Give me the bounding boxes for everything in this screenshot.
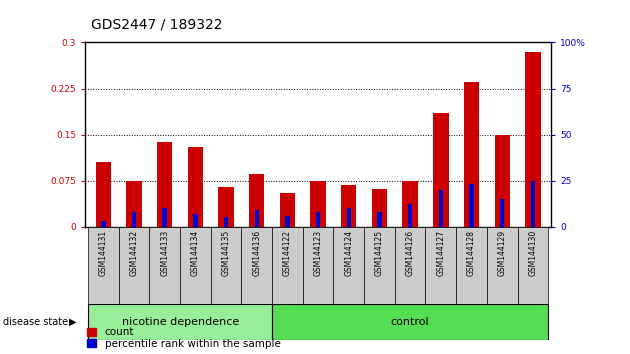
Text: control: control xyxy=(391,317,430,327)
Text: GSM144133: GSM144133 xyxy=(160,230,169,276)
FancyBboxPatch shape xyxy=(88,227,119,304)
FancyBboxPatch shape xyxy=(425,227,456,304)
FancyBboxPatch shape xyxy=(456,227,487,304)
FancyBboxPatch shape xyxy=(517,227,548,304)
Bar xyxy=(469,184,474,227)
Bar xyxy=(101,221,106,227)
Bar xyxy=(163,208,167,227)
Bar xyxy=(157,142,173,227)
Bar xyxy=(346,208,351,227)
FancyBboxPatch shape xyxy=(119,227,149,304)
Text: GSM144127: GSM144127 xyxy=(437,230,445,276)
Bar xyxy=(408,205,413,227)
Bar xyxy=(193,214,198,227)
FancyBboxPatch shape xyxy=(272,304,548,340)
Text: GSM144122: GSM144122 xyxy=(283,230,292,276)
Text: GSM144124: GSM144124 xyxy=(345,230,353,276)
Bar xyxy=(403,181,418,227)
Bar xyxy=(285,216,290,227)
FancyBboxPatch shape xyxy=(211,227,241,304)
Text: GSM144123: GSM144123 xyxy=(314,230,323,276)
Bar xyxy=(500,199,505,227)
Text: GSM144130: GSM144130 xyxy=(529,230,537,276)
Bar xyxy=(495,135,510,227)
Bar xyxy=(249,175,265,227)
Text: GSM144134: GSM144134 xyxy=(191,230,200,276)
FancyBboxPatch shape xyxy=(241,227,272,304)
Bar xyxy=(132,212,137,227)
FancyBboxPatch shape xyxy=(149,227,180,304)
FancyBboxPatch shape xyxy=(180,227,211,304)
FancyBboxPatch shape xyxy=(333,227,364,304)
FancyBboxPatch shape xyxy=(395,227,425,304)
Bar xyxy=(127,181,142,227)
Text: GSM144132: GSM144132 xyxy=(130,230,139,276)
Text: nicotine dependence: nicotine dependence xyxy=(122,317,239,327)
Text: GSM144125: GSM144125 xyxy=(375,230,384,276)
Text: GDS2447 / 189322: GDS2447 / 189322 xyxy=(91,18,223,32)
Bar xyxy=(438,190,443,227)
Text: GSM144126: GSM144126 xyxy=(406,230,415,276)
Text: GSM144128: GSM144128 xyxy=(467,230,476,276)
Bar xyxy=(316,212,321,227)
Text: GSM144129: GSM144129 xyxy=(498,230,507,276)
Bar xyxy=(96,162,111,227)
Bar xyxy=(525,52,541,227)
Bar xyxy=(530,181,535,227)
FancyBboxPatch shape xyxy=(272,227,303,304)
Bar xyxy=(280,193,295,227)
Bar xyxy=(224,217,229,227)
Bar xyxy=(464,82,479,227)
Text: disease state: disease state xyxy=(3,317,68,327)
Bar xyxy=(377,212,382,227)
Bar xyxy=(372,189,387,227)
Text: GSM144136: GSM144136 xyxy=(252,230,261,276)
Bar xyxy=(433,113,449,227)
FancyBboxPatch shape xyxy=(487,227,517,304)
FancyBboxPatch shape xyxy=(303,227,333,304)
FancyBboxPatch shape xyxy=(364,227,395,304)
Bar xyxy=(255,210,259,227)
Text: GSM144135: GSM144135 xyxy=(222,230,231,276)
Bar xyxy=(188,147,203,227)
Text: ▶: ▶ xyxy=(69,317,76,327)
FancyBboxPatch shape xyxy=(88,304,272,340)
Bar xyxy=(341,185,357,227)
Bar xyxy=(311,181,326,227)
Bar xyxy=(219,187,234,227)
Text: GSM144131: GSM144131 xyxy=(99,230,108,276)
Legend: count, percentile rank within the sample: count, percentile rank within the sample xyxy=(87,327,281,349)
